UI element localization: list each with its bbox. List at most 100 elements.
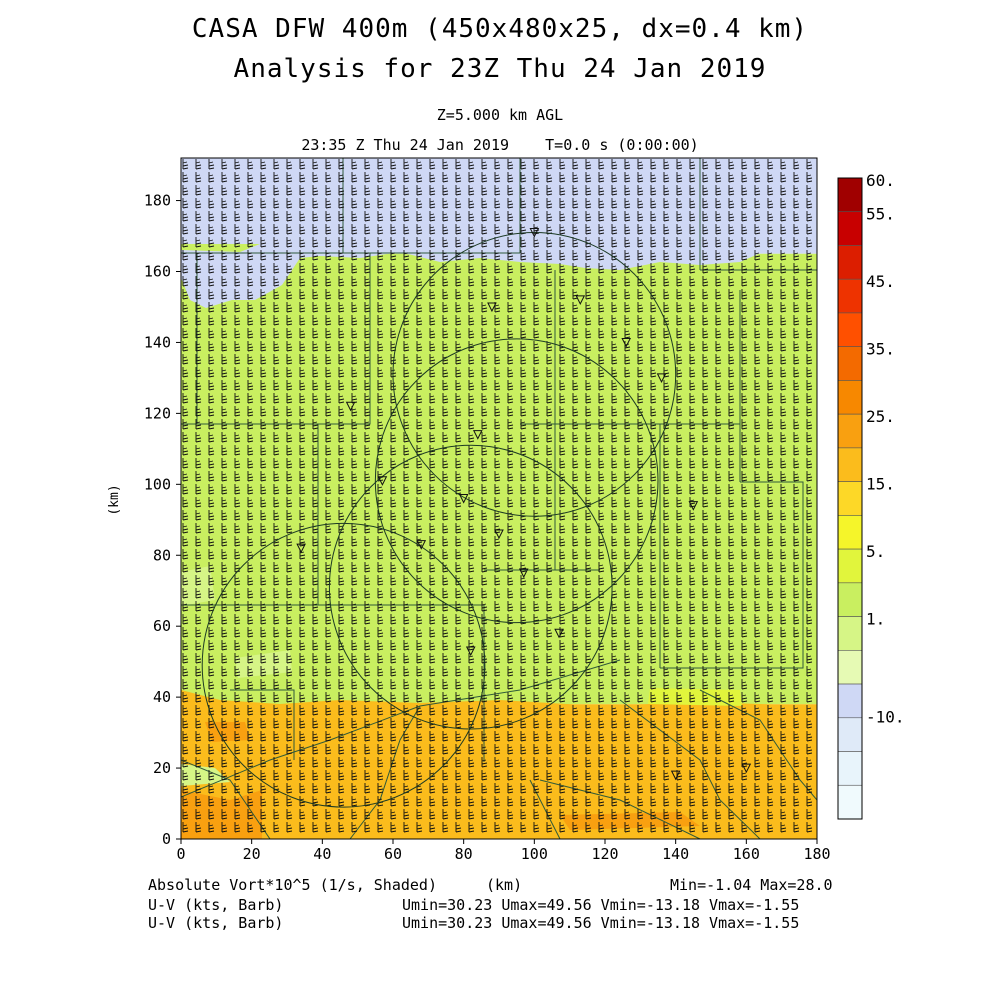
wind-barb: [572, 666, 579, 677]
wind-barb: [702, 744, 709, 755]
wind-barb: [689, 523, 696, 534]
wind-barb: [611, 718, 618, 729]
wind-barb: [702, 679, 709, 690]
wind-barb: [806, 549, 813, 560]
wind-barb: [377, 185, 384, 196]
wind-barb: [442, 757, 449, 768]
wind-barb: [507, 575, 514, 586]
wind-barb: [442, 315, 449, 326]
wind-barb: [624, 731, 631, 742]
wind-barb: [429, 679, 436, 690]
wind-barb: [806, 809, 813, 820]
wind-barb: [221, 250, 228, 261]
wind-barb: [364, 406, 371, 417]
wind-barb: [416, 757, 423, 768]
wind-barb: [364, 198, 371, 209]
wind-barb: [572, 744, 579, 755]
wind-barb: [637, 471, 644, 482]
wind-barb: [455, 510, 462, 521]
wind-barb: [806, 575, 813, 586]
wind-barb: [208, 731, 215, 742]
wind-barb: [611, 757, 618, 768]
wind-barb: [702, 562, 709, 573]
wind-barb: [715, 224, 722, 235]
wind-barb: [611, 224, 618, 235]
wind-barb: [611, 627, 618, 638]
wind-barb: [429, 822, 436, 833]
wind-barb: [338, 536, 345, 547]
wind-barb: [390, 302, 397, 313]
wind-barb: [455, 198, 462, 209]
wind-barb: [390, 276, 397, 287]
wind-barb: [325, 822, 332, 833]
wind-barb: [546, 484, 553, 495]
wind-barb: [650, 471, 657, 482]
wind-barb: [585, 393, 592, 404]
wind-barb: [195, 562, 202, 573]
county-boundaries: [181, 158, 817, 839]
wind-barb: [520, 185, 527, 196]
wind-barb: [312, 679, 319, 690]
wind-barb: [611, 328, 618, 339]
wind-barb: [468, 705, 475, 716]
wind-barb: [585, 718, 592, 729]
wind-barb: [702, 783, 709, 794]
wind-barb: [377, 302, 384, 313]
wind-barb: [234, 705, 241, 716]
wind-barb: [520, 536, 527, 547]
wind-barb: [702, 653, 709, 664]
wind-barb: [806, 302, 813, 313]
wind-barb: [195, 705, 202, 716]
wind-barb: [312, 783, 319, 794]
wind-barb: [767, 341, 774, 352]
wind-barb: [286, 341, 293, 352]
wind-barb: [533, 692, 540, 703]
wind-barb: [624, 705, 631, 716]
wind-barb: [273, 640, 280, 651]
wind-barb: [663, 718, 670, 729]
wind-barb: [611, 497, 618, 508]
wind-barb: [533, 770, 540, 781]
wind-barb: [520, 770, 527, 781]
wind-barb: [455, 406, 462, 417]
wind-barb: [663, 796, 670, 807]
colorbar-segment: [837, 515, 863, 550]
wind-barb: [793, 198, 800, 209]
wind-barb: [520, 796, 527, 807]
wind-barb: [585, 822, 592, 833]
wind-barb: [585, 809, 592, 820]
wind-barb: [338, 406, 345, 417]
wind-barb: [624, 627, 631, 638]
wind-barb: [559, 679, 566, 690]
wind-barb: [559, 367, 566, 378]
wind-barb: [273, 380, 280, 391]
wind-barb: [507, 484, 514, 495]
wind-barb: [598, 419, 605, 430]
wind-barb: [546, 341, 553, 352]
wind-barb: [481, 302, 488, 313]
wind-barb: [494, 263, 501, 274]
wind-barb: [234, 822, 241, 833]
wind-barb: [429, 523, 436, 534]
wind-barb: [546, 666, 553, 677]
wind-barb: [377, 224, 384, 235]
wind-barb: [598, 770, 605, 781]
wind-barb: [533, 601, 540, 612]
wind-barb: [689, 796, 696, 807]
wind-barb: [559, 718, 566, 729]
wind-barb: [351, 510, 358, 521]
wind-barb: [442, 198, 449, 209]
wind-barb: [520, 822, 527, 833]
wind-barb: [741, 679, 748, 690]
wind-barb: [455, 796, 462, 807]
wind-barb: [286, 237, 293, 248]
wind-barb: [611, 601, 618, 612]
wind-barb: [728, 224, 735, 235]
wind-barb: [507, 588, 514, 599]
wind-barb: [806, 562, 813, 573]
wind-barb: [416, 471, 423, 482]
county-line: [619, 699, 761, 839]
wind-barb: [689, 484, 696, 495]
wind-barb: [442, 276, 449, 287]
wind-barb: [611, 731, 618, 742]
